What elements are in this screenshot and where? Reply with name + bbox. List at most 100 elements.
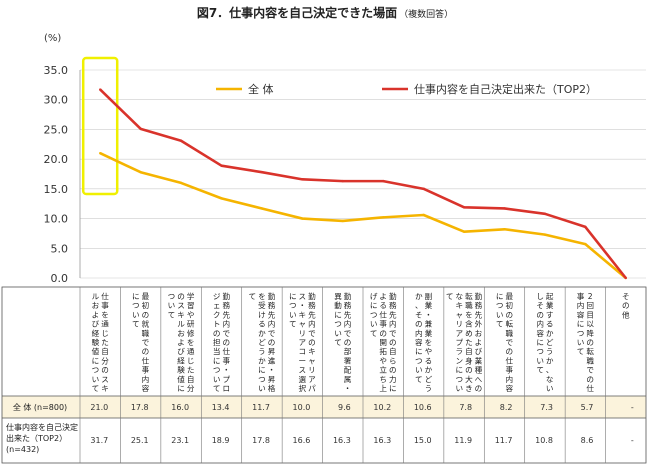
category-label-char: 事: [101, 300, 109, 310]
category-label-char: で: [268, 329, 276, 338]
category-label-char: 初: [506, 300, 514, 310]
category-label-char: 開: [379, 338, 387, 347]
table-row-bg: [2, 396, 646, 418]
category-label-char: 先: [389, 309, 397, 319]
category-label-char: 事: [506, 365, 514, 375]
category-label-char: そ: [622, 292, 630, 301]
category-label-char: て: [496, 320, 504, 329]
category-label-char: 先: [223, 309, 231, 319]
category-label-char: ど: [546, 338, 554, 347]
data-point: [543, 233, 547, 236]
category-label-char: ク: [213, 310, 221, 319]
category-label-char: キ: [177, 310, 185, 319]
category-label-char: 昇: [268, 347, 276, 356]
data-point: [543, 212, 547, 216]
category-label-char: ア: [455, 329, 463, 338]
category-label-char: ル: [92, 292, 100, 301]
category-label-char: る: [258, 320, 266, 329]
category-label-char: 就: [142, 319, 150, 329]
data-label: 11.7: [252, 403, 270, 412]
category-label-char: 拓: [379, 346, 387, 356]
category-label-char: お: [177, 329, 185, 338]
category-label-char: る: [425, 356, 433, 365]
data-point: [139, 171, 142, 174]
category-label-char: い: [577, 338, 585, 347]
category-label-char: ン: [455, 356, 463, 365]
category-label-char: 含: [465, 319, 473, 329]
data-label: 16.6: [293, 436, 311, 445]
category-label-char: 動: [334, 301, 342, 310]
category-label-char: 内: [308, 319, 316, 329]
data-point: [462, 206, 466, 209]
category-label-char: 他: [622, 309, 630, 319]
category-label-char: て: [415, 375, 423, 384]
category-label-char: に: [289, 292, 297, 301]
data-point: [422, 213, 425, 217]
category-label-char: を: [187, 338, 195, 347]
category-label-char: 内: [223, 319, 231, 329]
category-label-char: つ: [92, 366, 100, 375]
data-point: [382, 179, 385, 183]
category-label-char: い: [496, 310, 504, 319]
category-label-char: 務: [475, 300, 483, 310]
category-label-char: 最: [506, 292, 514, 301]
data-point: [179, 181, 183, 185]
category-label-char: 事: [379, 319, 387, 329]
category-label-char: 先: [268, 309, 276, 319]
category-label-char: 研: [187, 320, 195, 329]
y-tick-label: 35.0: [44, 64, 69, 77]
category-label-char: 通: [101, 319, 109, 329]
category-label-char: 仕: [142, 355, 150, 365]
category-label-char: 種: [475, 365, 483, 375]
category-label-char: 勤: [268, 291, 276, 301]
category-label-char: め: [465, 329, 473, 338]
category-label-char: ラ: [455, 347, 463, 356]
category-label-char: プ: [223, 375, 231, 384]
category-label-char: て: [132, 320, 140, 329]
category-label-char: へ: [475, 375, 483, 384]
data-point: [584, 242, 587, 246]
data-label: 11.9: [454, 436, 472, 445]
row-label-all: 全 体 (n=800): [13, 402, 67, 412]
data-point: [260, 171, 264, 174]
category-label-char: キ: [101, 384, 109, 393]
category-label-char: か: [415, 292, 423, 301]
category-label-char: ど: [425, 375, 433, 384]
data-table: 全 体 (n=800)仕事内容を自己決定出来た（TOP2）(n=432)仕事を通…: [1, 286, 647, 464]
category-label-char: ジ: [213, 292, 221, 301]
data-label: 16.3: [373, 436, 391, 445]
category-label-char: よ: [379, 292, 387, 301]
category-label-char: リ: [455, 320, 463, 329]
category-label-char: そ: [415, 310, 423, 319]
category-label-char: に: [334, 310, 342, 319]
category-label-char: て: [168, 310, 176, 319]
y-tick-labels: 0.0 5.0 10.0 15.0 20.0 25.0 30.0 35.0: [44, 64, 69, 285]
data-label: 16.3: [333, 436, 351, 445]
category-label-char: 起: [546, 292, 554, 301]
category-label-char: で: [142, 338, 150, 347]
category-label-char: 務: [308, 300, 316, 310]
category-label-char: 職: [465, 301, 473, 310]
category-label-char: け: [258, 310, 266, 319]
category-label-char: の: [506, 310, 514, 319]
category-label-char: ス: [177, 301, 185, 310]
category-label-char: つ: [334, 320, 342, 329]
category-label-char: 経: [92, 328, 100, 338]
category-label-char: に: [577, 320, 585, 329]
category-label-char: に: [92, 356, 100, 365]
data-point: [99, 88, 102, 91]
data-label: 10.8: [535, 436, 553, 445]
category-label-char: 自: [187, 374, 195, 384]
category-label-char: ロ: [223, 384, 231, 393]
category-label-char: て: [213, 384, 221, 393]
category-label-char: ・: [344, 384, 352, 393]
category-label-char: 験: [92, 338, 100, 347]
category-label-char: で: [344, 329, 352, 338]
category-label-char: て: [577, 347, 585, 356]
category-label-char: 事: [577, 291, 585, 301]
category-label-char: ら: [389, 356, 397, 365]
category-label-char: 回: [586, 301, 594, 310]
category-label-char: ア: [299, 338, 307, 347]
category-label-char: ェ: [213, 301, 221, 310]
